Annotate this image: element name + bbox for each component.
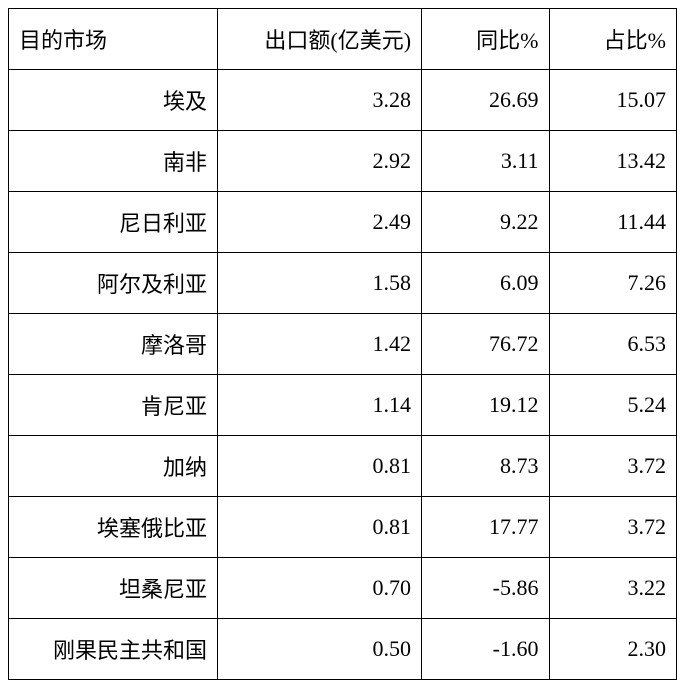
table-row: 摩洛哥 1.42 76.72 6.53 — [9, 314, 677, 375]
cell-yoy: 17.77 — [422, 497, 549, 558]
cell-export: 0.81 — [218, 436, 422, 497]
table-row: 埃塞俄比亚 0.81 17.77 3.72 — [9, 497, 677, 558]
cell-market: 阿尔及利亚 — [9, 253, 218, 314]
table-row: 尼日利亚 2.49 9.22 11.44 — [9, 192, 677, 253]
table-row: 肯尼亚 1.14 19.12 5.24 — [9, 375, 677, 436]
cell-share: 3.72 — [549, 497, 677, 558]
cell-yoy: 9.22 — [422, 192, 549, 253]
cell-yoy: 3.11 — [422, 131, 549, 192]
cell-export: 1.14 — [218, 375, 422, 436]
cell-export: 2.49 — [218, 192, 422, 253]
header-export: 出口额(亿美元) — [218, 9, 422, 70]
cell-share: 5.24 — [549, 375, 677, 436]
cell-market: 摩洛哥 — [9, 314, 218, 375]
header-market: 目的市场 — [9, 9, 218, 70]
table-row: 刚果民主共和国 0.50 -1.60 2.30 — [9, 619, 677, 680]
header-share: 占比% — [549, 9, 677, 70]
cell-export: 0.81 — [218, 497, 422, 558]
cell-export: 0.50 — [218, 619, 422, 680]
cell-yoy: -1.60 — [422, 619, 549, 680]
export-markets-table: 目的市场 出口额(亿美元) 同比% 占比% 埃及 3.28 26.69 15.0… — [8, 8, 677, 680]
cell-market: 南非 — [9, 131, 218, 192]
cell-share: 3.72 — [549, 436, 677, 497]
cell-market: 尼日利亚 — [9, 192, 218, 253]
cell-share: 6.53 — [549, 314, 677, 375]
cell-yoy: 76.72 — [422, 314, 549, 375]
cell-share: 11.44 — [549, 192, 677, 253]
cell-share: 7.26 — [549, 253, 677, 314]
cell-yoy: 19.12 — [422, 375, 549, 436]
cell-export: 2.92 — [218, 131, 422, 192]
cell-yoy: 8.73 — [422, 436, 549, 497]
table-row: 坦桑尼亚 0.70 -5.86 3.22 — [9, 558, 677, 619]
cell-market: 埃塞俄比亚 — [9, 497, 218, 558]
cell-export: 1.42 — [218, 314, 422, 375]
cell-yoy: 26.69 — [422, 70, 549, 131]
cell-share: 15.07 — [549, 70, 677, 131]
cell-share: 2.30 — [549, 619, 677, 680]
table-row: 阿尔及利亚 1.58 6.09 7.26 — [9, 253, 677, 314]
cell-market: 加纳 — [9, 436, 218, 497]
cell-market: 肯尼亚 — [9, 375, 218, 436]
table-body: 埃及 3.28 26.69 15.07 南非 2.92 3.11 13.42 尼… — [9, 70, 677, 680]
cell-share: 13.42 — [549, 131, 677, 192]
table-row: 埃及 3.28 26.69 15.07 — [9, 70, 677, 131]
table-row: 南非 2.92 3.11 13.42 — [9, 131, 677, 192]
cell-yoy: 6.09 — [422, 253, 549, 314]
cell-yoy: -5.86 — [422, 558, 549, 619]
cell-market: 埃及 — [9, 70, 218, 131]
cell-market: 刚果民主共和国 — [9, 619, 218, 680]
cell-export: 1.58 — [218, 253, 422, 314]
cell-share: 3.22 — [549, 558, 677, 619]
table-header-row: 目的市场 出口额(亿美元) 同比% 占比% — [9, 9, 677, 70]
header-yoy: 同比% — [422, 9, 549, 70]
cell-market: 坦桑尼亚 — [9, 558, 218, 619]
cell-export: 3.28 — [218, 70, 422, 131]
table-row: 加纳 0.81 8.73 3.72 — [9, 436, 677, 497]
cell-export: 0.70 — [218, 558, 422, 619]
